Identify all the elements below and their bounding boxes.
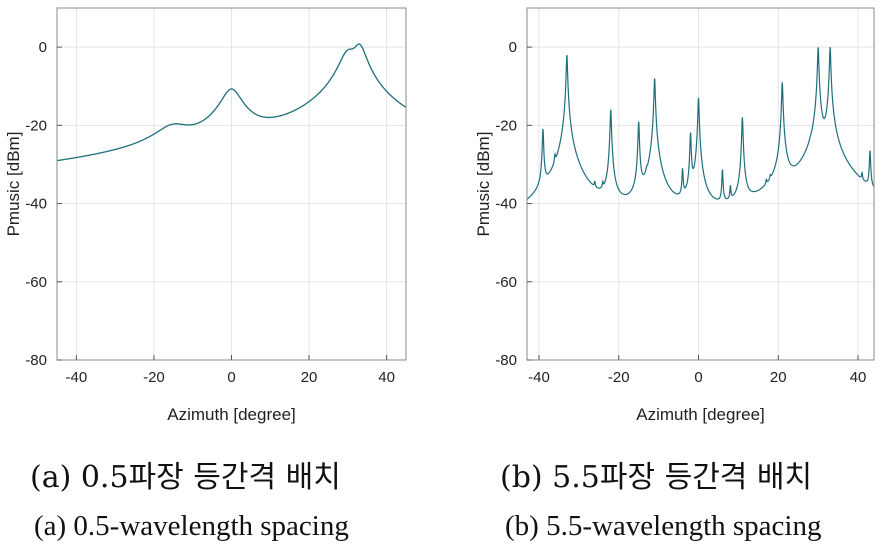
caption-b-korean: (b) 5.5파장 등간격 배치 [500, 460, 813, 495]
y-axis-label: Pmusic [dBm] [4, 132, 23, 237]
x-tick-label: -20 [143, 369, 165, 386]
x-tick-label: -20 [608, 369, 630, 386]
y-tick-label: 0 [509, 39, 517, 56]
x-tick-label: -40 [66, 369, 88, 386]
x-tick-label: 40 [378, 369, 395, 386]
caption-b-english: (b) 5.5-wavelength spacing [505, 510, 822, 542]
caption-a-korean: (a) 0.5파장 등간격 배치 [30, 460, 341, 495]
y-axis-label: Pmusic [dBm] [474, 132, 493, 237]
x-tick-label: 0 [227, 369, 235, 386]
x-tick-label: 40 [850, 369, 867, 386]
y-tick-label: -40 [495, 196, 517, 213]
x-tick-label: 0 [694, 369, 702, 386]
y-tick-label: -80 [495, 352, 517, 369]
y-tick-label: -80 [25, 352, 47, 369]
caption-a-english: (a) 0.5-wavelength spacing [34, 510, 349, 542]
x-axis-label: Azimuth [degree] [167, 405, 296, 424]
x-axis-label: Azimuth [degree] [636, 405, 765, 424]
y-tick-label: -60 [495, 274, 517, 291]
y-tick-label: -20 [25, 117, 47, 134]
panel-b-chart: -40 -20 0 20 40 0 -20 -40 -60 -80 Azimuth [degree]… [474, 7, 875, 424]
y-tick-label: 0 [39, 39, 47, 56]
x-tick-label: 20 [301, 369, 318, 386]
plot-area [527, 8, 874, 360]
spectrum-line [56, 43, 407, 162]
panel-a-chart: -40 -20 0 20 40 0 -20 -40 -60 -80 Azimuth [degree]… [4, 7, 407, 424]
spectrum-line [526, 47, 875, 200]
x-tick-label: -40 [528, 369, 550, 386]
plot-frame [526, 7, 875, 361]
y-tick-label: -20 [495, 117, 517, 134]
x-tick-label: 20 [770, 369, 787, 386]
y-tick-label: -40 [25, 196, 47, 213]
y-tick-label: -60 [25, 274, 47, 291]
